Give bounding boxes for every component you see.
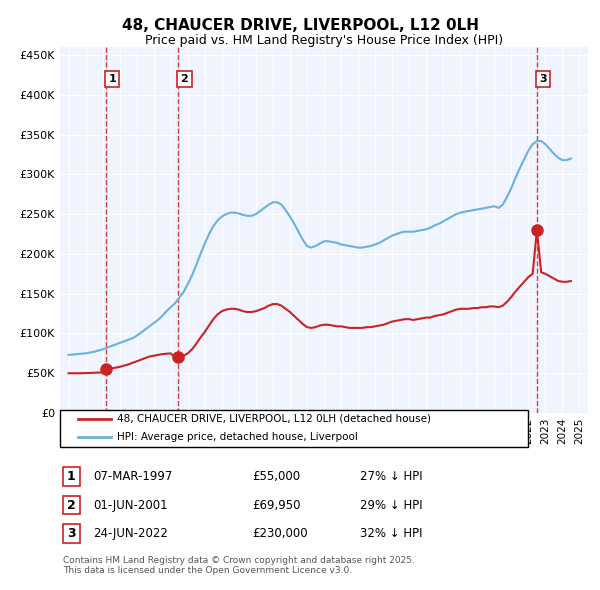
Title: Price paid vs. HM Land Registry's House Price Index (HPI): Price paid vs. HM Land Registry's House … bbox=[145, 34, 503, 47]
Text: 01-JUN-2001: 01-JUN-2001 bbox=[93, 499, 167, 512]
Text: 1: 1 bbox=[67, 470, 76, 483]
Text: £55,000: £55,000 bbox=[252, 470, 300, 483]
Text: 32% ↓ HPI: 32% ↓ HPI bbox=[360, 527, 422, 540]
Text: 29% ↓ HPI: 29% ↓ HPI bbox=[360, 499, 422, 512]
Text: 24-JUN-2022: 24-JUN-2022 bbox=[93, 527, 168, 540]
Text: 2: 2 bbox=[67, 499, 76, 512]
Text: 48, CHAUCER DRIVE, LIVERPOOL, L12 0LH: 48, CHAUCER DRIVE, LIVERPOOL, L12 0LH bbox=[121, 18, 479, 32]
Text: 3: 3 bbox=[539, 74, 547, 84]
Text: 1: 1 bbox=[108, 74, 116, 84]
Text: Contains HM Land Registry data © Crown copyright and database right 2025.
This d: Contains HM Land Registry data © Crown c… bbox=[63, 556, 415, 575]
Text: 48, CHAUCER DRIVE, LIVERPOOL, L12 0LH (detached house): 48, CHAUCER DRIVE, LIVERPOOL, L12 0LH (d… bbox=[117, 414, 431, 424]
Text: 2: 2 bbox=[181, 74, 188, 84]
Text: £230,000: £230,000 bbox=[252, 527, 308, 540]
Text: HPI: Average price, detached house, Liverpool: HPI: Average price, detached house, Live… bbox=[117, 432, 358, 441]
Text: 3: 3 bbox=[67, 527, 76, 540]
Text: 27% ↓ HPI: 27% ↓ HPI bbox=[360, 470, 422, 483]
Text: 07-MAR-1997: 07-MAR-1997 bbox=[93, 470, 172, 483]
Text: £69,950: £69,950 bbox=[252, 499, 301, 512]
